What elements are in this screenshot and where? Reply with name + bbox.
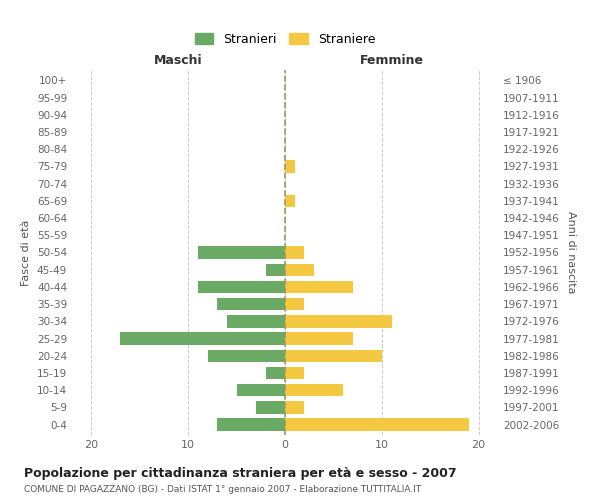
Bar [285,332,353,345]
Bar [217,418,285,431]
Bar [285,315,392,328]
Text: Femmine: Femmine [359,54,424,68]
Bar [198,280,285,293]
Bar [227,315,285,328]
Bar [285,418,469,431]
Bar [285,264,314,276]
Bar [266,264,285,276]
Bar [285,367,304,379]
Bar [285,350,382,362]
Bar [285,194,295,207]
Text: COMUNE DI PAGAZZANO (BG) - Dati ISTAT 1° gennaio 2007 - Elaborazione TUTTITALIA.: COMUNE DI PAGAZZANO (BG) - Dati ISTAT 1°… [24,485,421,494]
Bar [266,367,285,379]
Bar [236,384,285,396]
Bar [285,246,304,258]
Legend: Stranieri, Straniere: Stranieri, Straniere [191,29,379,50]
Y-axis label: Fasce di età: Fasce di età [22,220,31,286]
Bar [285,384,343,396]
Text: Popolazione per cittadinanza straniera per età e sesso - 2007: Popolazione per cittadinanza straniera p… [24,468,457,480]
Bar [208,350,285,362]
Bar [256,402,285,413]
Bar [121,332,285,345]
Bar [285,402,304,413]
Bar [285,160,295,172]
Bar [198,246,285,258]
Bar [217,298,285,310]
Bar [285,298,304,310]
Bar [285,280,353,293]
Y-axis label: Anni di nascita: Anni di nascita [566,211,576,294]
Text: Maschi: Maschi [154,54,203,68]
